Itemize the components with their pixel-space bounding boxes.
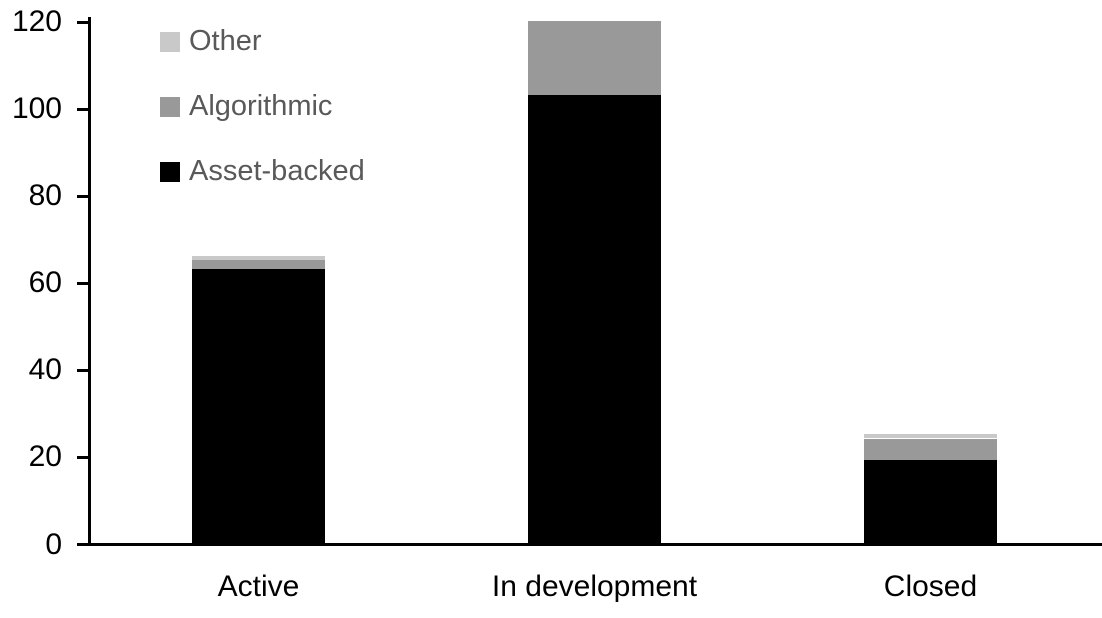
y-axis-line xyxy=(88,17,91,546)
bar-segment-active-algorithmic xyxy=(192,259,325,269)
bar-segment-closed-asset-backed xyxy=(864,460,997,543)
legend-item-other: Other xyxy=(160,27,262,56)
legend-item-algorithmic: Algorithmic xyxy=(160,92,332,121)
bar-segment-closed-algorithmic xyxy=(864,438,997,461)
legend-swatch-algorithmic-icon xyxy=(160,96,180,117)
x-axis-line xyxy=(77,543,1102,546)
legend-label-asset-backed: Asset-backed xyxy=(189,155,365,187)
y-tick-mark-60 xyxy=(77,281,91,285)
y-tick-label-80: 80 xyxy=(28,179,62,213)
y-tick-mark-100 xyxy=(77,107,91,111)
bar-segment-closed-other xyxy=(864,434,997,439)
y-tick-label-120: 120 xyxy=(11,5,62,38)
bar-segment-active-asset-backed xyxy=(192,268,325,543)
x-category-label-active: Active xyxy=(217,570,300,603)
y-tick-label-0: 0 xyxy=(45,527,62,561)
legend-label-other: Other xyxy=(189,25,262,57)
legend-swatch-asset-backed-icon xyxy=(160,161,180,182)
y-tick-label-40: 40 xyxy=(28,353,62,387)
y-tick-mark-120 xyxy=(77,20,91,24)
y-tick-mark-20 xyxy=(77,455,91,459)
bar-segment-in-development-asset-backed xyxy=(528,94,661,543)
bar-segment-in-development-algorithmic xyxy=(528,20,661,95)
y-tick-mark-40 xyxy=(77,368,91,372)
bar-segment-active-other xyxy=(192,255,325,260)
legend-swatch-other-icon xyxy=(160,31,180,52)
x-category-label-in-development: In development xyxy=(491,570,698,603)
y-tick-label-100: 100 xyxy=(11,92,62,126)
x-category-label-closed: Closed xyxy=(883,570,978,603)
y-tick-label-60: 60 xyxy=(28,266,62,300)
legend-item-asset-backed: Asset-backed xyxy=(160,157,365,186)
y-tick-mark-80 xyxy=(77,194,91,198)
y-tick-label-20: 20 xyxy=(28,440,62,474)
legend-label-algorithmic: Algorithmic xyxy=(189,90,333,122)
